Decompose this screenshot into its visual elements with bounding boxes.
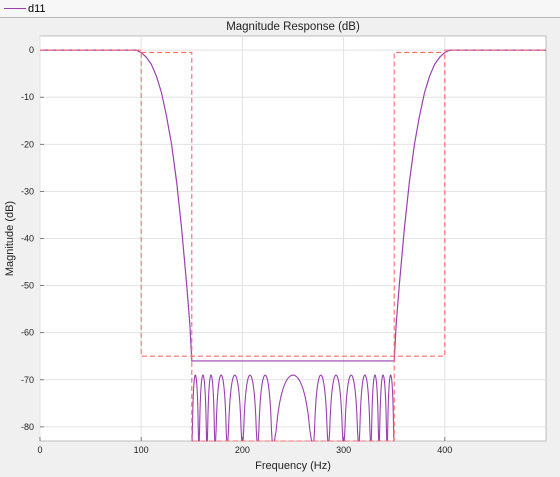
- stopband-lobe: [198, 374, 208, 442]
- constraint-line: [141, 51, 445, 442]
- y-tick-label: 0: [29, 45, 34, 55]
- stopband-lobe: [328, 374, 344, 442]
- stopband-lobe: [358, 374, 371, 442]
- x-axis-title: Frequency (Hz): [255, 460, 331, 472]
- stopband-lobe: [257, 374, 273, 442]
- y-tick-label: -10: [21, 92, 34, 102]
- x-tick-label: 400: [437, 445, 452, 455]
- x-tick-label: 300: [336, 445, 351, 455]
- stopband-lobe: [386, 374, 395, 442]
- tick-labels: 0 100 200 300 400 0 -10 -20 -30 -40 -50 -60 -70 -80: [21, 45, 452, 455]
- y-tick-label: -40: [21, 234, 34, 244]
- x-tick-label: 200: [235, 445, 250, 455]
- series-layer: [40, 49, 546, 442]
- stopband-lobe: [191, 374, 200, 442]
- grid-lines: [39, 36, 546, 441]
- response-line: [40, 49, 546, 362]
- y-tick-label: -50: [21, 281, 34, 291]
- y-axis-title: Magnitude (dB): [4, 201, 16, 276]
- x-tick-label: 0: [37, 445, 42, 455]
- stopband-lobe: [227, 374, 243, 442]
- stopband-lobe: [215, 374, 228, 442]
- y-tick-label: -20: [21, 139, 34, 149]
- stopband-lobe: [343, 374, 359, 442]
- legend-bar: d11: [0, 0, 560, 18]
- stopband-lobe: [378, 374, 388, 442]
- legend-line-swatch: [4, 8, 26, 9]
- stopband-lobe: [242, 374, 258, 442]
- stopband-lobe: [272, 374, 314, 442]
- stopband-lobe: [313, 374, 329, 442]
- legend-item-d11[interactable]: d11: [4, 3, 46, 15]
- y-tick-label: -30: [21, 186, 34, 196]
- x-tick-label: 100: [134, 445, 149, 455]
- plot-title: Magnitude Response (dB): [226, 21, 360, 33]
- legend-label: d11: [28, 2, 46, 15]
- constraint-line: [40, 49, 546, 357]
- y-tick-label: -60: [21, 328, 34, 338]
- stopband-lobe: [370, 374, 380, 442]
- stopband-lobe: [206, 374, 216, 442]
- y-tick-label: -80: [21, 422, 34, 432]
- y-tick-label: -70: [21, 375, 34, 385]
